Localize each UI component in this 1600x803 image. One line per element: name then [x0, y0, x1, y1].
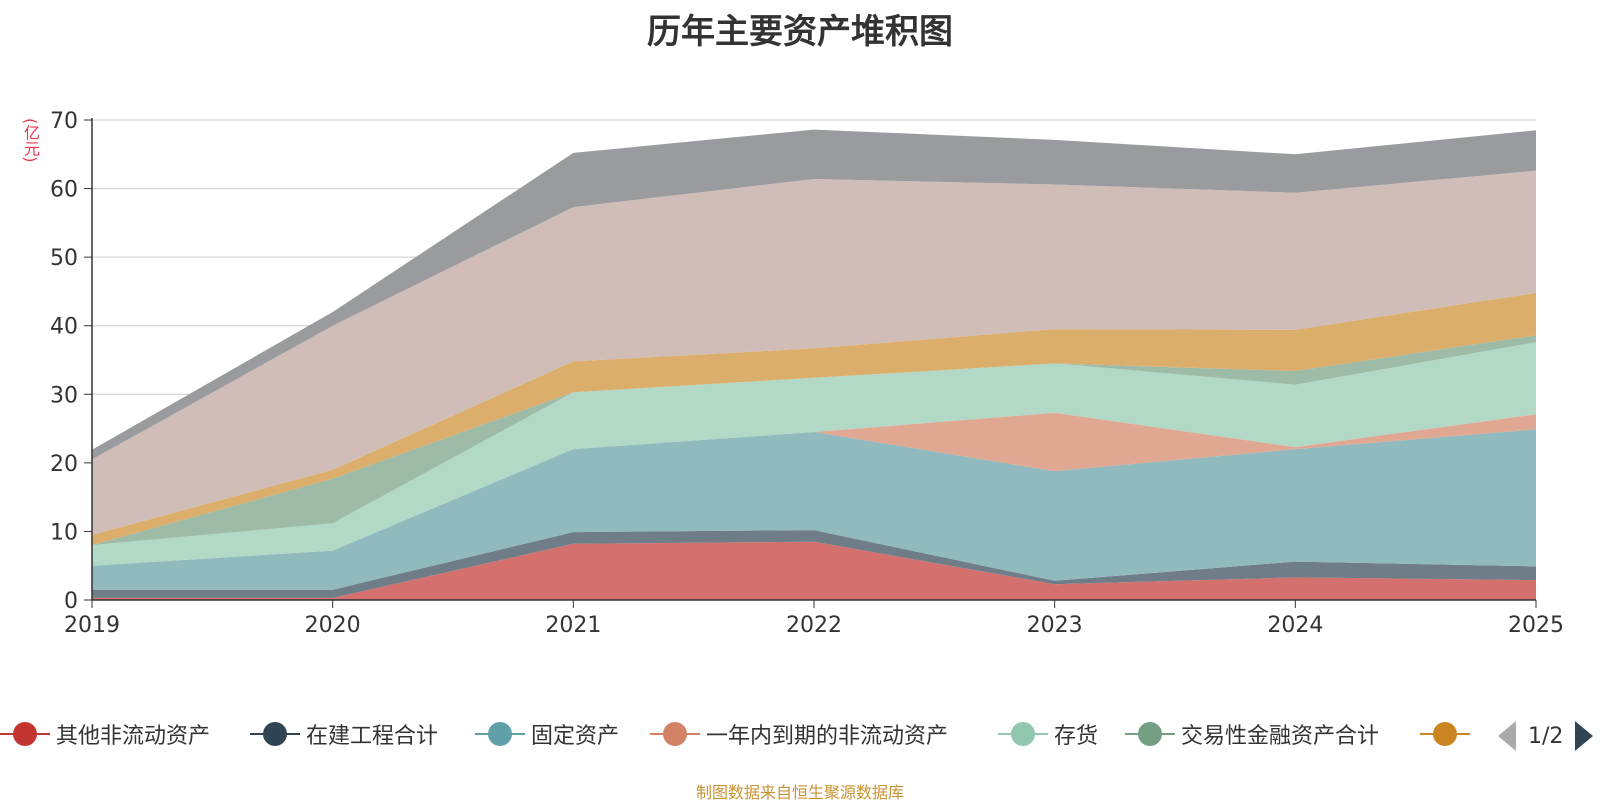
legend-marker-icon	[650, 718, 700, 750]
legend-label: 交易性金融资产合计	[1181, 724, 1380, 749]
legend-label: 固定资产	[531, 724, 620, 749]
legend-marker-icon	[998, 718, 1048, 750]
x-tick-label: 2020	[305, 613, 361, 638]
stacked-areas	[92, 129, 1536, 600]
legend-item[interactable]: 一年内到期的非流动资产	[650, 718, 948, 750]
legend-next-page-icon[interactable]	[1575, 721, 1594, 751]
legend-label: 一年内到期的非流动资产	[706, 724, 949, 749]
x-tick-label: 2024	[1267, 613, 1323, 638]
legend-marker-icon	[0, 718, 50, 750]
y-tick-label: 70	[50, 109, 78, 134]
legend-marker-icon	[1420, 718, 1470, 750]
y-tick-label: 20	[50, 452, 78, 477]
area-series-6	[92, 335, 1536, 546]
y-tick-label: 30	[50, 383, 78, 408]
legend-item[interactable]: 存货	[998, 718, 1098, 750]
y-tick-label: 40	[50, 315, 78, 340]
legend-page-indicator: 1/2	[1528, 723, 1564, 749]
legend-label: 其他非流动资产	[56, 724, 211, 749]
y-tick-label: 0	[64, 589, 78, 614]
area-series-7	[92, 292, 1536, 546]
area-series-5	[92, 342, 1536, 566]
x-tick-label: 2019	[64, 613, 120, 638]
area-series-2	[92, 530, 1536, 598]
chart-title: 历年主要资产堆积图	[647, 12, 953, 52]
legend-item[interactable]: 交易性金融资产合计	[1125, 718, 1379, 750]
area-series-1	[92, 541, 1536, 600]
area-series-4	[92, 412, 1536, 566]
y-tick-label: 60	[50, 178, 78, 203]
legend-label: 在建工程合计	[306, 724, 439, 749]
legend-item[interactable]	[1420, 718, 1470, 750]
axes: 0 10 20 30 40 50 60 70 2019 2020 2021 2022 2023 2024 2…	[50, 109, 1564, 638]
x-tick-label: 2021	[545, 613, 601, 638]
legend: 其他非流动资产 在建工程合计 固定资产 一年内到期的非流动资产 存货 交易性金融资产合计	[0, 718, 1600, 758]
x-tick-label: 2022	[786, 613, 842, 638]
x-tick-label: 2025	[1508, 613, 1564, 638]
legend-prev-page-icon[interactable]	[1498, 721, 1516, 751]
legend-item[interactable]: 其他非流动资产	[0, 718, 210, 750]
x-tick-label: 2023	[1027, 613, 1083, 638]
legend-label: 存货	[1054, 724, 1099, 749]
legend-pager: 1/2	[1498, 718, 1594, 754]
legend-item[interactable]: 在建工程合计	[250, 718, 438, 750]
data-source-note: 制图数据来自恒生聚源数据库	[695, 783, 904, 802]
y-tick-label: 10	[50, 520, 78, 545]
stacked-area-chart: 0 10 20 30 40 50 60 70 2019 2020 2021 2022 2023 2024 2…	[50, 109, 1564, 638]
area-series-8	[92, 170, 1536, 535]
y-axis-unit-label: (亿元)	[21, 118, 40, 163]
area-series-3	[92, 429, 1536, 590]
area-series-9	[92, 129, 1536, 460]
legend-marker-icon	[475, 718, 525, 750]
legend-item[interactable]: 固定资产	[475, 718, 619, 750]
y-tick-label: 50	[50, 246, 78, 271]
legend-marker-icon	[1125, 718, 1175, 750]
legend-marker-icon	[250, 718, 300, 750]
